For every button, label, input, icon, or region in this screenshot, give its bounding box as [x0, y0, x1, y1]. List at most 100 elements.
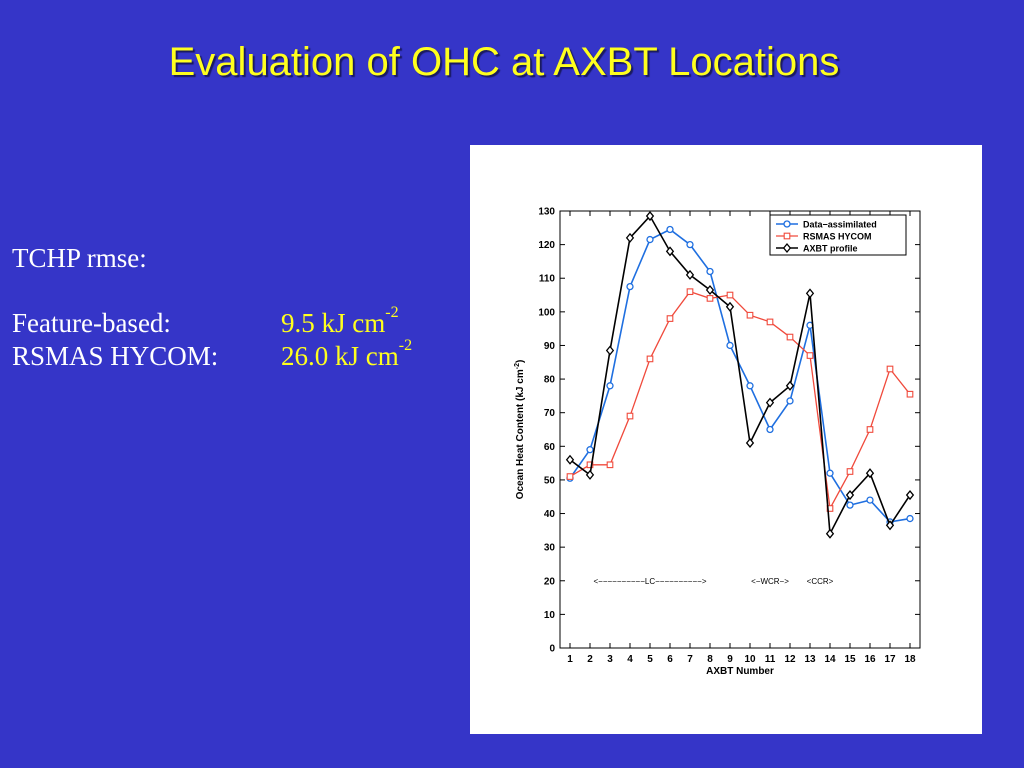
data-point — [726, 291, 734, 299]
data-point — [565, 454, 575, 465]
y-tick-label: 10 — [544, 610, 556, 621]
data-point — [846, 501, 854, 509]
data-point — [725, 301, 735, 312]
rmse-exponent: -2 — [385, 304, 399, 321]
legend-label: AXBT profile — [803, 244, 858, 254]
data-point — [566, 473, 574, 480]
data-point — [706, 295, 714, 302]
data-point — [766, 318, 774, 326]
data-point — [626, 282, 634, 291]
legend-label: Data−assimilated — [803, 220, 877, 230]
x-tick-label: 7 — [687, 654, 693, 665]
region-annotation: <CCR> — [807, 577, 834, 586]
data-point — [845, 490, 855, 501]
legend-marker — [782, 242, 792, 254]
data-point — [646, 355, 654, 363]
data-point — [705, 284, 715, 296]
rmse-label: Feature-based: — [12, 308, 171, 338]
x-tick-label: 15 — [844, 654, 856, 665]
rmse-heading: TCHP rmse: — [12, 243, 147, 273]
data-point — [625, 232, 635, 243]
legend-label: RSMAS HYCOM — [803, 232, 872, 242]
data-point — [905, 490, 915, 501]
x-tick-label: 17 — [884, 654, 896, 665]
y-axis-label: Ocean Heat Content (kJ cm-2) — [514, 360, 526, 500]
y-tick-label: 20 — [544, 576, 556, 587]
slide-title: Evaluation of OHC at AXBT Locations — [168, 40, 840, 84]
x-tick-label: 4 — [627, 654, 633, 665]
x-tick-label: 11 — [765, 654, 776, 665]
data-point — [726, 341, 734, 350]
x-tick-label: 18 — [904, 654, 916, 665]
data-point — [746, 382, 754, 390]
data-point — [885, 520, 895, 531]
rmse-exponent: -2 — [398, 337, 413, 354]
data-point — [606, 382, 614, 390]
data-point — [906, 514, 914, 523]
data-point — [686, 240, 694, 249]
plot-frame — [559, 210, 921, 649]
y-tick-label: 60 — [544, 442, 556, 453]
y-tick-label: 30 — [544, 543, 556, 554]
data-point — [805, 288, 815, 299]
y-tick-label: 50 — [544, 475, 556, 486]
y-tick-label: 0 — [549, 644, 555, 655]
region-annotation: <−−−−−−−−−−LC−−−−−−−−−−> — [593, 577, 706, 586]
data-point — [866, 426, 874, 433]
y-tick-label: 120 — [538, 240, 555, 251]
region-annotation: <−WCR−> — [751, 577, 789, 586]
data-point — [785, 380, 795, 391]
data-point — [666, 225, 674, 234]
data-point — [585, 469, 595, 480]
x-tick-label: 13 — [804, 654, 816, 665]
data-point — [605, 345, 615, 356]
y-tick-label: 40 — [544, 509, 556, 520]
data-point — [766, 425, 774, 434]
y-tick-label: 100 — [538, 307, 555, 318]
data-point — [665, 246, 675, 257]
data-point — [826, 469, 834, 477]
series-line — [569, 290, 911, 511]
data-point — [886, 365, 894, 373]
data-point — [586, 461, 594, 469]
legend-marker — [783, 232, 791, 240]
data-point — [606, 461, 614, 469]
y-tick-label: 80 — [544, 375, 556, 386]
x-tick-label: 12 — [784, 654, 796, 665]
rmse-row-feature-based: Feature-based: 9.5 kJ cm-2 — [12, 305, 399, 340]
rmse-label: RSMAS HYCOM: — [12, 341, 219, 371]
data-point — [866, 496, 874, 504]
x-tick-label: 1 — [567, 654, 573, 665]
data-point — [745, 437, 755, 448]
data-point — [706, 267, 714, 276]
data-point — [686, 288, 694, 296]
data-point — [846, 468, 854, 475]
data-point — [806, 352, 814, 359]
data-point — [645, 211, 655, 222]
y-tick-label: 90 — [544, 341, 556, 352]
series-line — [569, 214, 911, 537]
y-tick-label: 110 — [539, 274, 556, 285]
legend-marker — [783, 220, 791, 228]
x-axis-label: AXBT Number — [706, 666, 774, 677]
data-point — [666, 315, 674, 322]
series-0 — [566, 225, 914, 526]
data-point — [825, 528, 835, 539]
data-point — [786, 333, 794, 341]
data-point — [626, 412, 634, 420]
rmse-value: 26.0 kJ cm-2 — [281, 337, 413, 372]
series-2 — [565, 211, 915, 539]
x-tick-label: 9 — [727, 654, 733, 665]
y-tick-label: 70 — [544, 408, 556, 419]
series-lines — [565, 211, 915, 539]
y-tick-label: 130 — [538, 207, 555, 218]
data-point — [586, 446, 594, 454]
data-point — [646, 235, 654, 244]
x-tick-label: 2 — [587, 654, 593, 665]
x-tick-label: 5 — [647, 654, 653, 665]
series-1 — [566, 288, 914, 512]
data-point — [865, 468, 875, 479]
x-tick-label: 14 — [824, 654, 836, 665]
data-point — [906, 390, 914, 398]
